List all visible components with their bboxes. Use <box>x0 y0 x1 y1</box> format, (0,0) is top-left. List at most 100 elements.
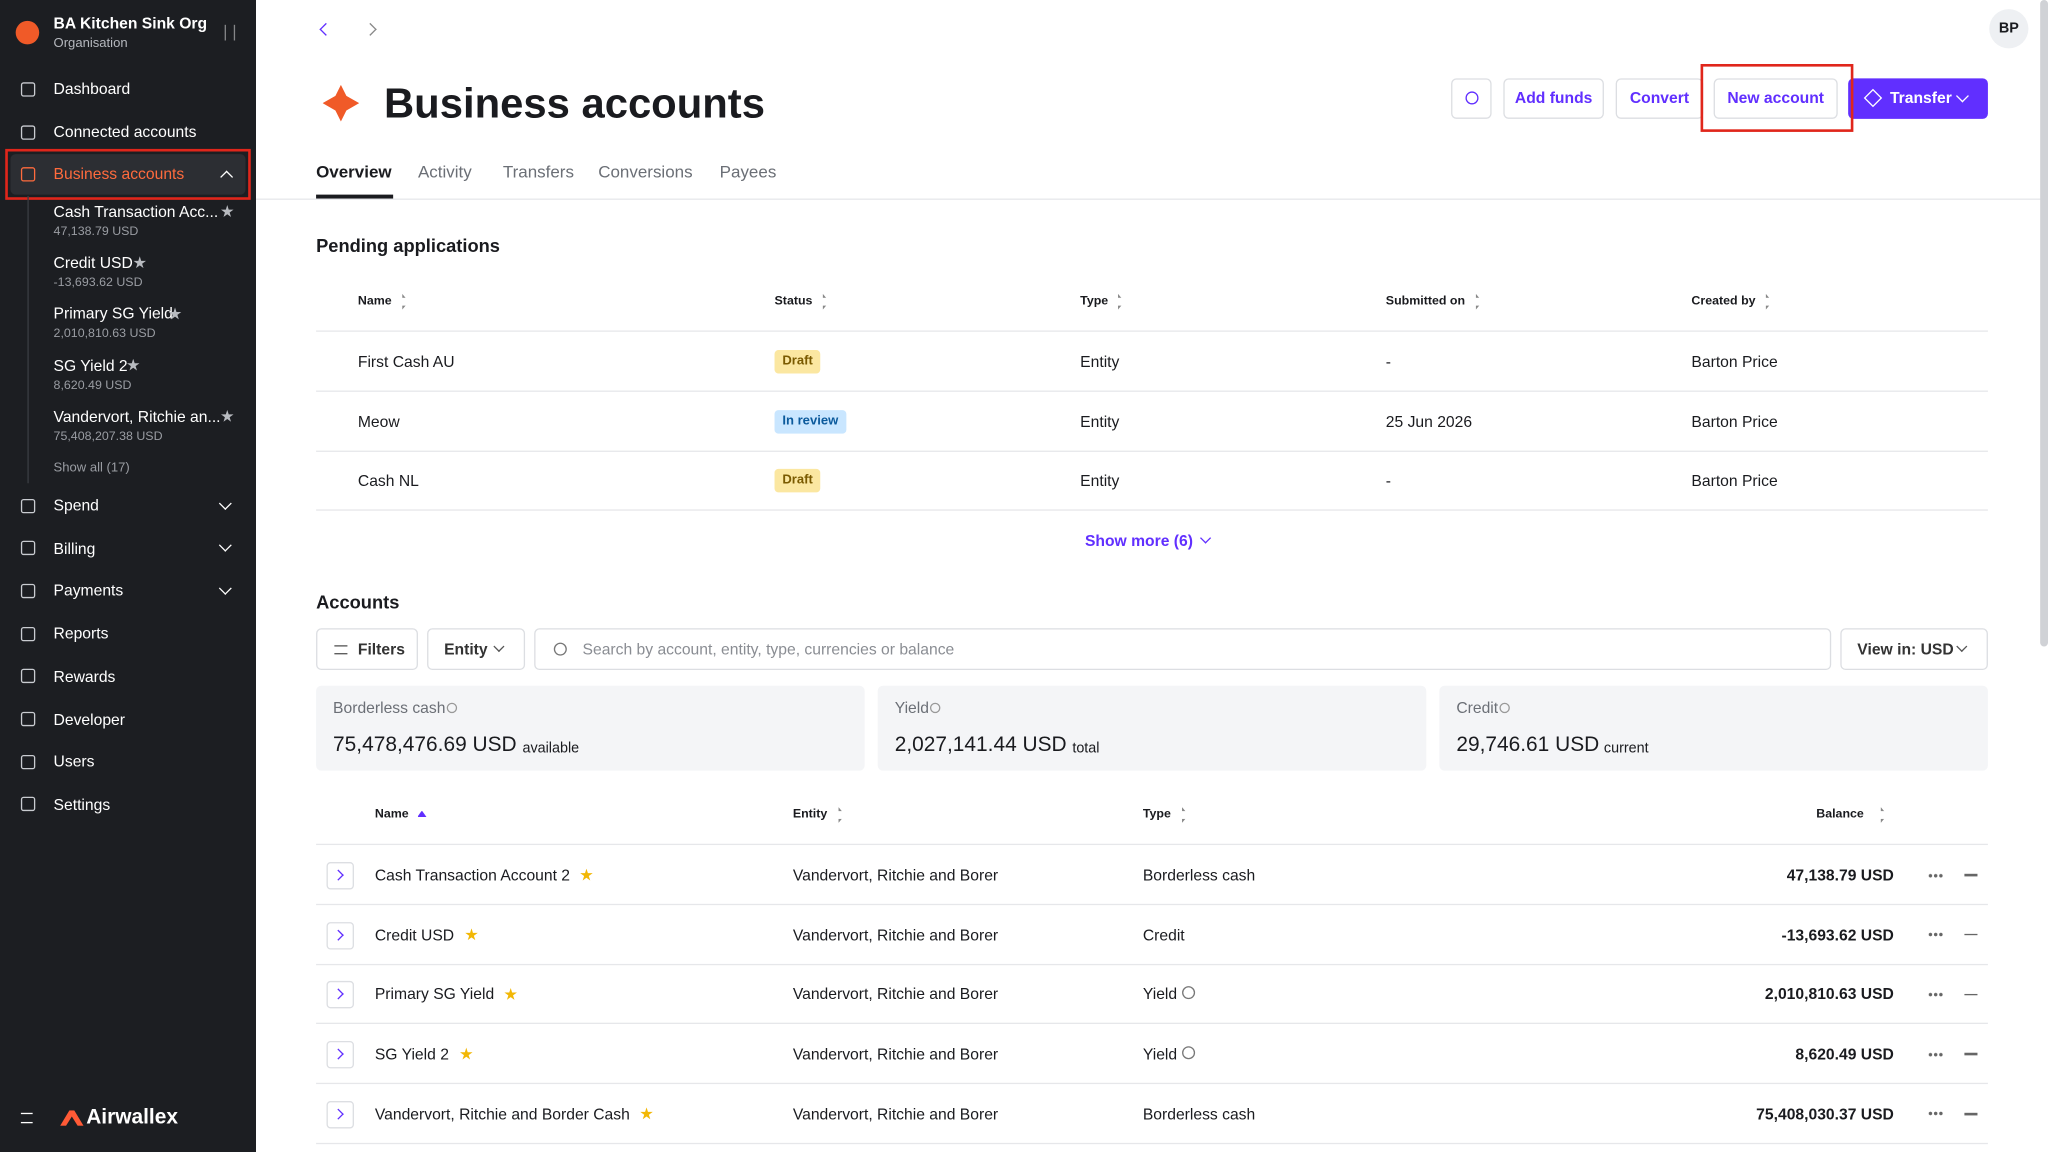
column-header[interactable]: Type <box>1142 807 1171 822</box>
column-header[interactable]: Status <box>774 293 813 309</box>
row-border <box>316 843 1988 846</box>
account-name[interactable]: SG Yield 2 <box>374 1045 449 1064</box>
status-badge: Draft <box>774 350 821 374</box>
sort-icon <box>1114 293 1122 310</box>
row-border <box>316 330 1988 332</box>
filter-button[interactable] <box>316 628 418 671</box>
sub-account-name[interactable]: Cash Transaction Acc... <box>53 202 219 221</box>
org-type: Organisation <box>53 36 128 51</box>
action-button[interactable] <box>1713 78 1838 119</box>
more-menu <box>1927 992 1944 997</box>
scrollbar <box>2040 0 2048 647</box>
nav-item[interactable]: Developer <box>53 709 125 729</box>
highlight-box <box>1700 63 1854 132</box>
section-title: Accounts <box>316 591 400 613</box>
favorite-star <box>133 256 147 269</box>
summary-amount: 29,746.61 USD <box>1456 734 1600 757</box>
show-more-chevron <box>1200 532 1212 544</box>
entity-dropdown[interactable] <box>427 628 526 671</box>
info-icon <box>1499 702 1510 714</box>
summary-card <box>1439 685 1988 771</box>
column-header[interactable]: Type <box>1080 293 1109 309</box>
nav-item[interactable]: Connected accounts <box>53 122 197 142</box>
sub-account-name[interactable]: Vandervort, Ritchie an... <box>53 407 221 426</box>
cell: Barton Price <box>1691 412 1778 431</box>
cell: Borderless cash <box>1142 865 1256 885</box>
account-name[interactable]: Credit USD <box>374 925 455 944</box>
sub-account-name[interactable]: Primary SG Yield <box>53 304 173 324</box>
favorite-star <box>504 987 517 1000</box>
column-header[interactable]: Entity <box>792 807 828 822</box>
favorite-star <box>580 868 593 881</box>
cell: Vandervort, Ritchie and Borer <box>792 1045 999 1064</box>
tab[interactable]: Conversions <box>598 161 693 182</box>
settings-button[interactable] <box>1451 78 1492 119</box>
column-header[interactable]: Submitted on <box>1385 293 1466 309</box>
sub-account-name[interactable]: Credit USD <box>53 253 133 272</box>
account-name[interactable]: Vandervort, Ritchie and Border Cash <box>374 1104 630 1123</box>
more-menu <box>1927 1052 1944 1057</box>
cell: Barton Price <box>1691 472 1778 491</box>
column-header[interactable]: Balance <box>1816 807 1864 822</box>
nav-item[interactable]: Settings <box>53 795 111 814</box>
expand-button[interactable] <box>326 921 354 950</box>
forward-arrow <box>363 22 377 36</box>
column-header[interactable]: Name <box>374 807 409 822</box>
expand-button[interactable] <box>326 1100 354 1129</box>
nav-item[interactable]: Spend <box>53 496 99 515</box>
back-arrow <box>318 22 332 36</box>
filter-icon <box>334 644 348 654</box>
currency-dropdown[interactable] <box>1840 628 1988 671</box>
nav-item[interactable]: Dashboard <box>53 79 131 98</box>
nav-item[interactable]: Billing <box>53 539 96 558</box>
sort-icon <box>818 293 827 310</box>
status-badge: In review <box>774 409 847 434</box>
action-button[interactable] <box>1503 78 1604 119</box>
expand-button[interactable] <box>326 1041 354 1069</box>
nav-item[interactable]: Payments <box>53 581 124 601</box>
search-input[interactable] <box>534 628 1832 671</box>
nav-icon <box>20 498 35 513</box>
action-button[interactable] <box>1848 78 1988 119</box>
balance: 8,620.49 USD <box>1795 1045 1894 1064</box>
action-label: New account <box>1727 88 1825 108</box>
nav-item[interactable]: Rewards <box>53 667 116 686</box>
sort-icon <box>1178 807 1186 823</box>
expand-button[interactable] <box>326 862 354 890</box>
status-badge: Draft <box>774 469 821 493</box>
balance: 47,138.79 USD <box>1786 865 1894 885</box>
sub-account-balance: 47,138.79 USD <box>53 224 139 240</box>
info-icon <box>929 702 941 714</box>
menu-icon <box>20 1112 32 1124</box>
action-label: Add funds <box>1514 88 1593 108</box>
account-name[interactable]: Primary SG Yield <box>374 985 495 1004</box>
column-header[interactable]: Name <box>357 293 392 309</box>
sub-account-name[interactable]: SG Yield 2 <box>53 356 128 375</box>
tab[interactable]: Payees <box>719 161 777 182</box>
favorite-star <box>220 409 234 422</box>
open-arrow <box>1964 874 1978 877</box>
cell: Entity <box>1080 472 1120 491</box>
sort-icon <box>1761 293 1770 310</box>
account-name[interactable]: Cash Transaction Account 2 <box>374 865 571 885</box>
cell: Credit <box>1142 925 1185 944</box>
nav-icon <box>20 626 35 641</box>
sub-account-balance: 75,408,207.38 USD <box>53 429 163 444</box>
row-border <box>316 903 1988 906</box>
show-all-link[interactable]: Show all (17) <box>53 461 130 476</box>
tab[interactable]: Activity <box>417 161 472 182</box>
sort-asc <box>417 810 427 817</box>
column-header[interactable]: Created by <box>1691 293 1756 309</box>
page-icon <box>322 84 360 122</box>
nav-item[interactable]: Reports <box>53 624 109 643</box>
nav-item[interactable]: Business accounts <box>53 164 185 183</box>
tab[interactable]: Overview <box>316 161 392 182</box>
info-icon <box>1182 986 1196 1000</box>
expand-button[interactable] <box>326 981 354 1009</box>
tab[interactable]: Transfers <box>502 161 574 182</box>
show-more-link[interactable]: Show more (6) <box>1084 531 1193 550</box>
avatar <box>1989 9 2029 49</box>
cell: Yield <box>1142 1045 1178 1064</box>
nav-item[interactable]: Users <box>53 752 95 771</box>
